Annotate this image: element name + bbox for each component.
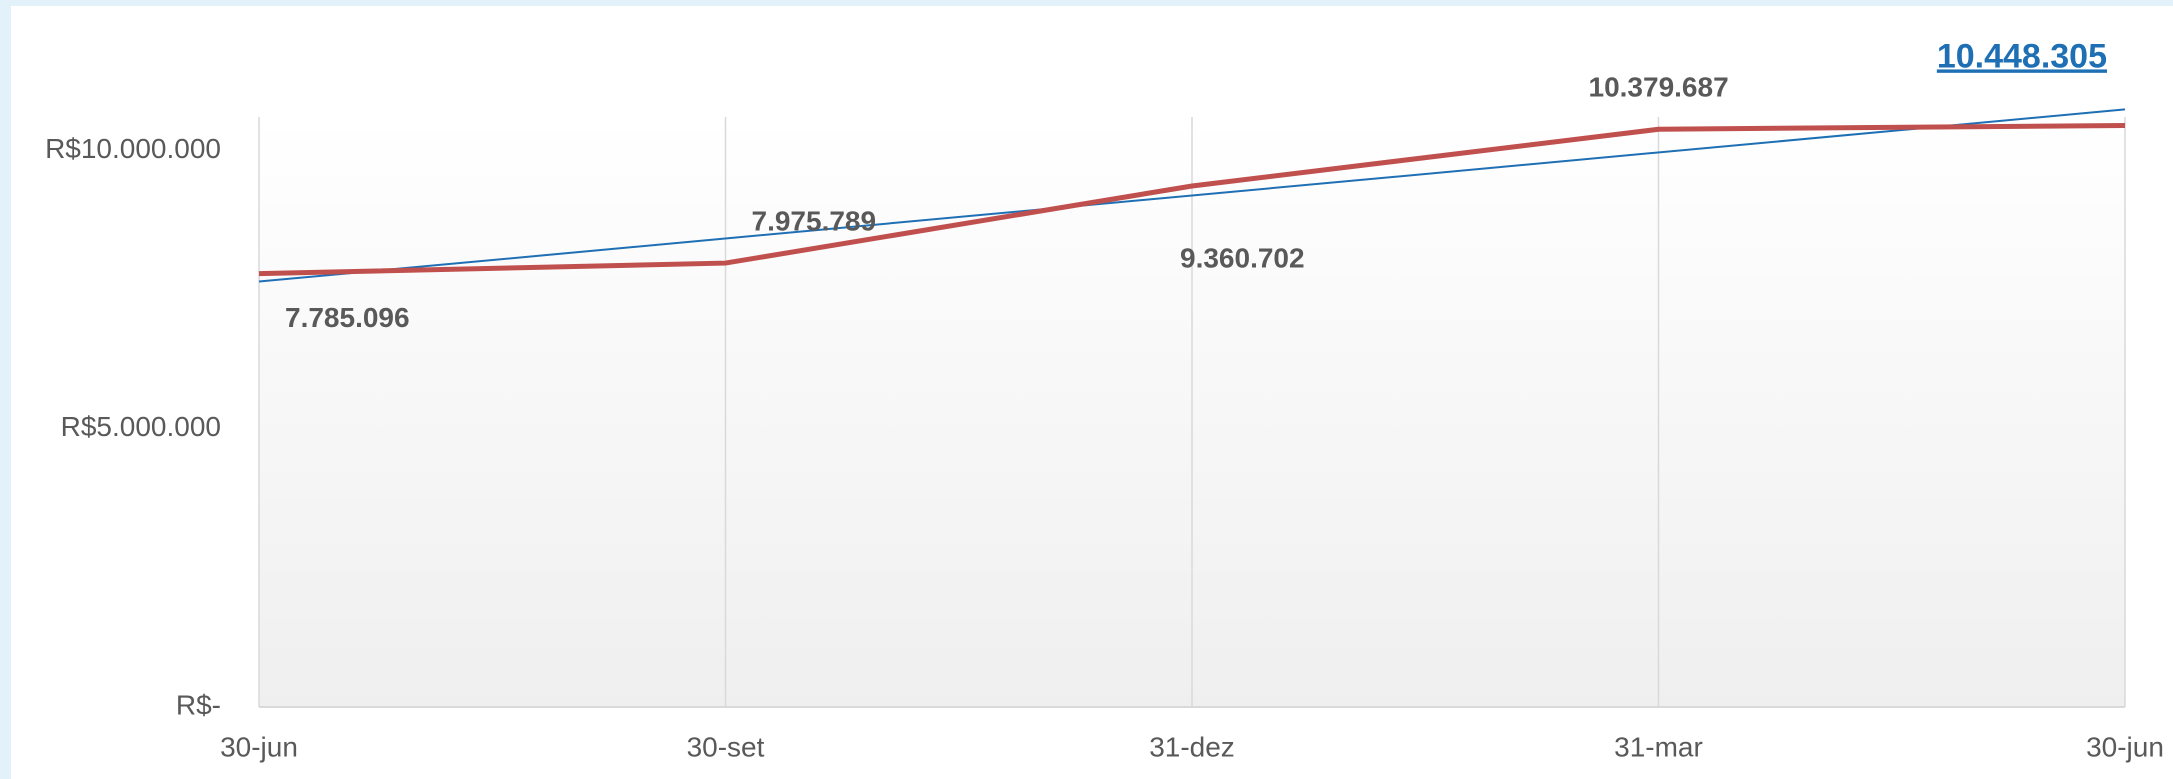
y-tick-label: R$5.000.000 (61, 411, 221, 442)
y-tick-label: R$- (176, 689, 221, 720)
series-line (258, 122, 2126, 277)
x-tick-label: 31-mar (1614, 731, 1703, 762)
y-tick-label: R$10.000.000 (45, 133, 221, 164)
data-label: 7.975.789 (752, 205, 877, 236)
data-label: 10.448.305 (1937, 37, 2107, 75)
data-label: 10.379.687 (1589, 72, 1729, 103)
data-label: 9.360.702 (1180, 242, 1305, 273)
x-tick-label: 30-jun (220, 731, 298, 762)
x-tick-label: 30-jun (2086, 731, 2164, 762)
data-label: 7.785.096 (285, 302, 410, 333)
x-tick-label: 30-set (687, 731, 765, 762)
trendline (258, 108, 2126, 283)
x-tick-label: 31-dez (1149, 731, 1235, 762)
